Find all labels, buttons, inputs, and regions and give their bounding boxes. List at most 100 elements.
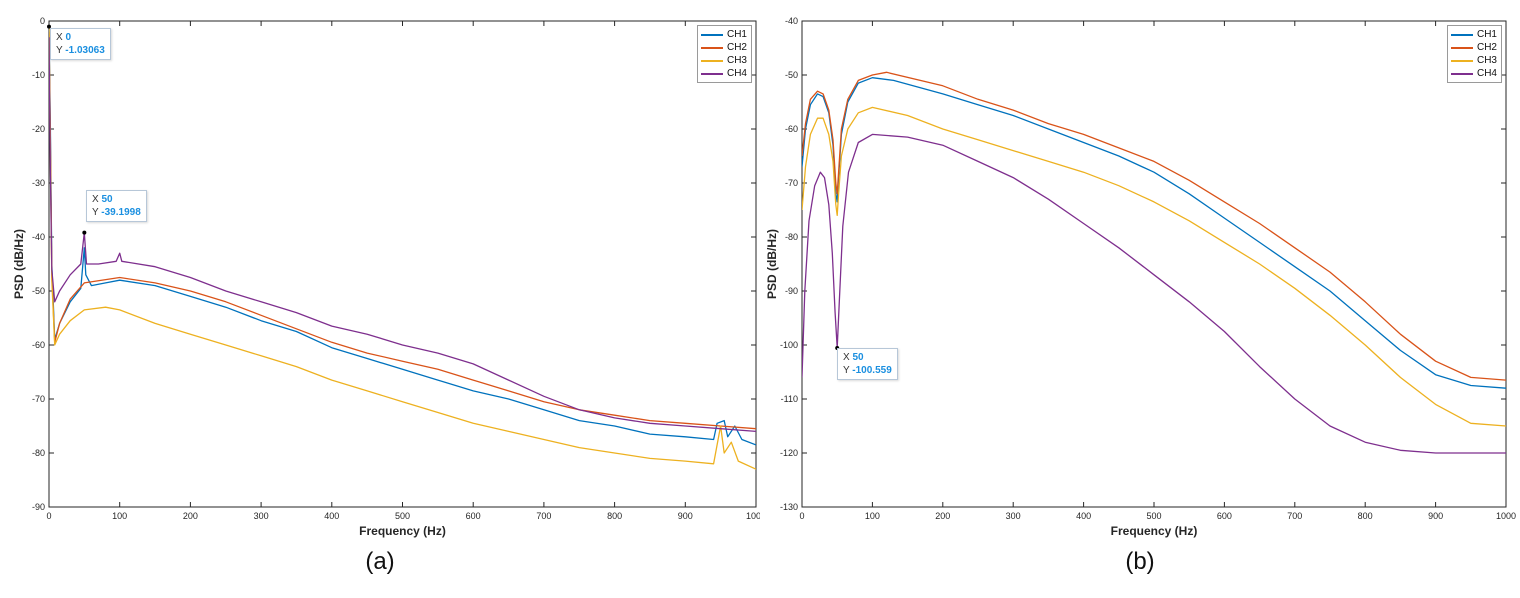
x-tick-label: 100 [865, 511, 880, 521]
legend-item-ch4: CH4 [700, 67, 747, 80]
legend-label: CH2 [1476, 42, 1497, 53]
x-tick-label: 700 [536, 511, 551, 521]
series-line-ch3 [802, 106, 1506, 427]
x-tick-label: 1000 [746, 511, 760, 521]
y-tick-label: -120 [780, 448, 798, 458]
legend-item-ch2: CH2 [700, 41, 747, 54]
datatip-x-value: 0 [65, 32, 72, 43]
legend-item-ch1: CH1 [1450, 28, 1497, 41]
y-tick-label: -60 [32, 340, 45, 350]
x-tick-label: 800 [1358, 511, 1373, 521]
legend-item-ch1: CH1 [700, 28, 747, 41]
datatip-marker[interactable] [82, 230, 87, 235]
legend-item-ch4: CH4 [1450, 67, 1497, 80]
legend-swatch [1450, 59, 1473, 62]
legend-swatch [700, 59, 723, 62]
y-tick-label: -20 [32, 124, 45, 134]
y-tick-label: -10 [32, 70, 45, 80]
legend-item-ch2: CH2 [1450, 41, 1497, 54]
caption-b: (b) [1125, 548, 1155, 575]
datatip-y-label: Y [92, 207, 99, 218]
datatip-x-label: X [92, 194, 99, 205]
datatip-y-value: -39.1998 [101, 207, 141, 218]
datatip-y-value: -1.03063 [65, 45, 105, 56]
datatip-x-label: X [56, 32, 63, 43]
datatip-x-label: X [843, 352, 850, 363]
psd-chart-b: 0 100 200 300 400 500 600 700 800 900 1000 -40 -50 -6… [765, 16, 1516, 538]
legend-swatch [1450, 46, 1473, 49]
legend-swatch [700, 33, 723, 36]
x-tick-label: 0 [46, 511, 51, 521]
legend-item-ch3: CH3 [700, 54, 747, 67]
datatip[interactable]: X 50 Y -100.559 [837, 348, 898, 380]
x-axis-label: Frequency (Hz) [1111, 524, 1198, 538]
legend-label: CH3 [726, 55, 747, 66]
legend-label: CH3 [1476, 55, 1497, 66]
legend-label: CH2 [726, 42, 747, 53]
series-line-ch2 [802, 71, 1506, 381]
plot-area [801, 20, 1507, 508]
legend-a: CH1 CH2 CH3 CH4 [696, 25, 752, 83]
y-tick-label: -80 [32, 448, 45, 458]
x-tick-label: 900 [1428, 511, 1443, 521]
legend-b: CH1 CH2 CH3 CH4 [1446, 25, 1502, 83]
y-axis-label: PSD (dB/Hz) [765, 229, 779, 299]
series-line-ch4 [802, 133, 1506, 454]
y-tick-label: -70 [785, 178, 798, 188]
datatip-x-value: 50 [101, 194, 113, 205]
datatip[interactable]: X 50 Y -39.1998 [86, 190, 147, 222]
x-tick-label: 200 [935, 511, 950, 521]
y-tick-label: -70 [32, 394, 45, 404]
plot-area [48, 20, 757, 508]
legend-label: CH4 [726, 68, 747, 79]
y-tick-label: -40 [785, 16, 798, 26]
y-tick-label: -40 [32, 232, 45, 242]
legend-swatch [1450, 72, 1473, 75]
y-tick-label: -30 [32, 178, 45, 188]
legend-item-ch3: CH3 [1450, 54, 1497, 67]
x-tick-label: 700 [1287, 511, 1302, 521]
x-tick-label: 300 [1006, 511, 1021, 521]
datatip-y-label: Y [56, 45, 63, 56]
series-line-ch4 [49, 37, 756, 433]
x-tick-label: 500 [395, 511, 410, 521]
x-tick-label: 200 [183, 511, 198, 521]
x-tick-label: 400 [1076, 511, 1091, 521]
x-tick-label: 300 [254, 511, 269, 521]
x-tick-label: 600 [466, 511, 481, 521]
datatip-marker[interactable] [47, 24, 51, 29]
datatip-y-value: -100.559 [852, 365, 892, 376]
datatip-y-label: Y [843, 365, 850, 376]
y-axis-label: PSD (dB/Hz) [12, 229, 26, 299]
x-tick-label: 0 [799, 511, 804, 521]
y-tick-label: -90 [32, 502, 45, 512]
y-tick-label: -80 [785, 232, 798, 242]
legend-swatch [1450, 33, 1473, 36]
y-tick-label: -60 [785, 124, 798, 134]
series-line-ch3 [49, 26, 756, 470]
y-tick-label: -130 [780, 502, 798, 512]
x-tick-label: 1000 [1496, 511, 1516, 521]
chart-panel-b: 0 100 200 300 400 500 600 700 800 900 1000 -40 -50 -6… [760, 0, 1520, 598]
y-tick-label: -50 [32, 286, 45, 296]
legend-label: CH1 [1476, 29, 1497, 40]
x-axis-label: Frequency (Hz) [359, 524, 446, 538]
datatip-x-value: 50 [852, 352, 864, 363]
legend-swatch [700, 72, 723, 75]
chart-panel-a: 0 100 200 300 400 500 600 700 800 900 1000 0 -10 -20 -… [12, 16, 760, 575]
x-tick-label: 100 [112, 511, 127, 521]
y-tick-label: -50 [785, 70, 798, 80]
x-tick-label: 900 [678, 511, 693, 521]
x-tick-label: 600 [1217, 511, 1232, 521]
x-tick-label: 400 [324, 511, 339, 521]
legend-label: CH4 [1476, 68, 1497, 79]
series-line-ch2 [49, 31, 756, 430]
legend-swatch [700, 46, 723, 49]
x-tick-label: 500 [1146, 511, 1161, 521]
caption-a: (a) [365, 548, 395, 575]
psd-chart-a: 0 100 200 300 400 500 600 700 800 900 1000 0 -10 -20 -… [12, 16, 760, 538]
series-line-ch1 [49, 26, 756, 446]
y-tick-label: -100 [780, 340, 798, 350]
x-tick-label: 800 [607, 511, 622, 521]
